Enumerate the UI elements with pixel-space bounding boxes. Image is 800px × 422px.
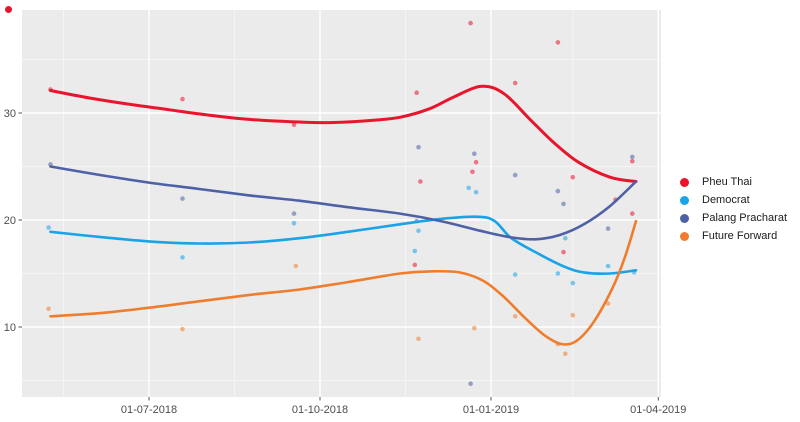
scatter-point-pheu-thai xyxy=(630,211,635,216)
scatter-point-palang-pracharat xyxy=(512,172,518,178)
x-tick-label: 01-04-2019 xyxy=(630,404,686,416)
scatter-point-future-forward xyxy=(563,351,568,357)
scatter-point-democrat xyxy=(466,185,472,191)
y-tick-label: 10 xyxy=(4,322,16,334)
scatter-point-democrat xyxy=(555,271,561,276)
scatter-point-pheu-thai xyxy=(414,90,420,95)
scatter-point-pheu-thai xyxy=(630,158,635,164)
y-tick-label: 20 xyxy=(4,215,16,227)
legend-label-pheu-thai: Pheu Thai xyxy=(702,176,752,188)
legend-item-democrat: Democrat xyxy=(680,191,787,209)
scatter-point-pheu-thai xyxy=(412,262,418,268)
x-tick-label: 01-10-2018 xyxy=(292,404,348,416)
trend-line-palang-pracharat xyxy=(49,165,638,241)
trend-line-democrat xyxy=(49,215,638,275)
scatter-point-democrat xyxy=(563,235,568,241)
scatter-point-palang-pracharat xyxy=(561,201,566,207)
scatter-point-palang-pracharat xyxy=(291,211,297,216)
scatter-point-pheu-thai xyxy=(555,40,561,45)
x-tick-label: 01-07-2018 xyxy=(121,404,177,416)
legend: Pheu Thai Democrat Palang Pracharat Futu… xyxy=(680,173,787,245)
stray-red-dot xyxy=(5,6,12,13)
legend-label-democrat: Democrat xyxy=(702,194,750,206)
scatter-point-democrat xyxy=(605,263,611,269)
legend-dot-palang-pracharat xyxy=(680,213,689,223)
scatter-point-pheu-thai xyxy=(418,179,423,184)
legend-label-palang-pracharat: Palang Pracharat xyxy=(702,212,787,224)
scatter-point-pheu-thai xyxy=(512,80,518,86)
legend-item-future-forward: Future Forward xyxy=(680,227,787,245)
scatter-point-pheu-thai xyxy=(180,96,185,102)
scatter-point-pheu-thai xyxy=(470,169,475,175)
scatter-point-pheu-thai xyxy=(468,20,473,26)
scatter-point-pheu-thai xyxy=(561,249,566,255)
scatter-point-palang-pracharat xyxy=(472,151,477,156)
scatter-point-palang-pracharat xyxy=(555,188,561,194)
legend-dot-future-forward xyxy=(680,231,689,241)
scatter-point-future-forward xyxy=(416,336,421,342)
scatter-point-pheu-thai xyxy=(291,122,297,128)
scatter-point-future-forward xyxy=(293,263,299,269)
scatter-point-future-forward xyxy=(180,326,185,332)
legend-dot-pheu-thai xyxy=(680,177,689,187)
scatter-point-future-forward xyxy=(46,306,51,312)
scatter-point-palang-pracharat xyxy=(416,144,421,150)
y-tick-label: 30 xyxy=(4,108,16,120)
scatter-point-palang-pracharat xyxy=(468,381,473,387)
scatter-point-democrat xyxy=(416,228,421,233)
x-tick-label: 01-01-2019 xyxy=(463,404,519,416)
scatter-point-pheu-thai xyxy=(570,174,576,180)
scatter-point-palang-pracharat xyxy=(605,226,611,231)
scatter-point-democrat xyxy=(46,225,51,230)
scatter-point-palang-pracharat xyxy=(180,196,185,201)
scatter-point-future-forward xyxy=(512,314,518,319)
scatter-point-democrat xyxy=(180,255,185,260)
legend-label-future-forward: Future Forward xyxy=(702,230,778,242)
scatter-point-democrat xyxy=(291,220,297,226)
scatter-point-future-forward xyxy=(570,312,576,318)
scatter-point-future-forward xyxy=(472,325,477,331)
legend-item-pheu-thai: Pheu Thai xyxy=(680,173,787,191)
scatter-point-pheu-thai xyxy=(473,159,479,165)
chart-panel xyxy=(22,10,661,397)
scatter-point-palang-pracharat xyxy=(630,154,635,160)
scatter-point-democrat xyxy=(412,248,418,254)
scatter-point-future-forward xyxy=(605,301,611,306)
legend-item-palang-pracharat: Palang Pracharat xyxy=(680,209,787,227)
scatter-point-democrat xyxy=(570,280,576,286)
legend-dot-democrat xyxy=(680,195,689,205)
trend-line-pheu-thai xyxy=(49,84,638,183)
scatter-point-democrat xyxy=(512,272,518,277)
scatter-point-democrat xyxy=(473,189,479,195)
trend-line-future-forward xyxy=(49,219,638,346)
